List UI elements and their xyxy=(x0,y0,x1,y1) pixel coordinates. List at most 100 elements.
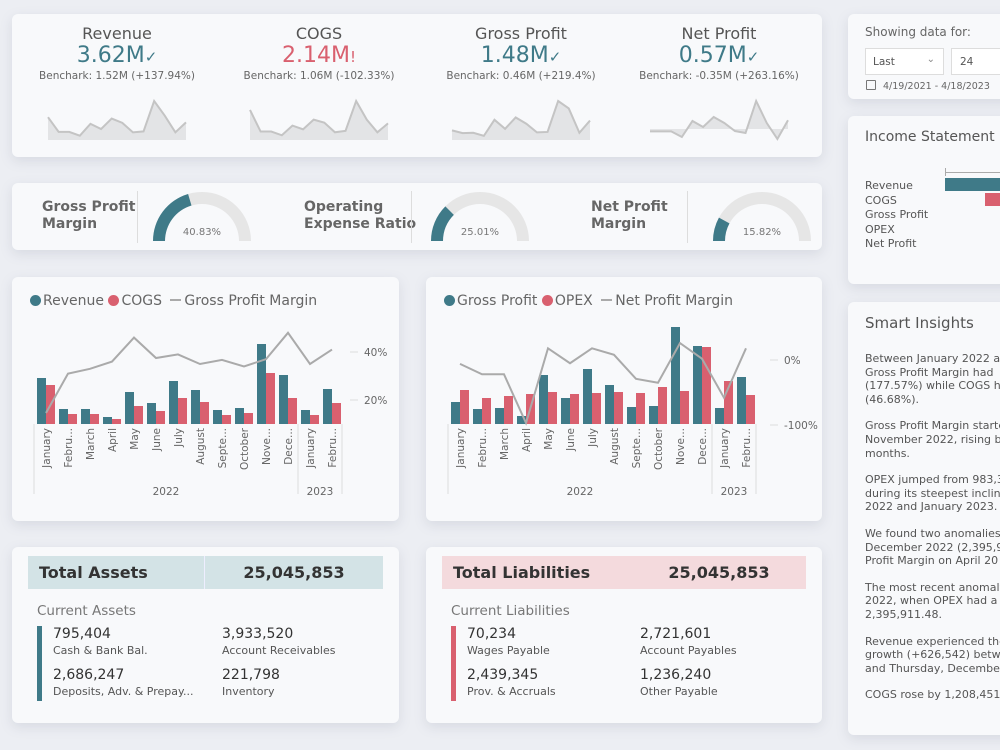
sparkline-line xyxy=(47,98,187,137)
bar-gross-profit[interactable] xyxy=(693,346,702,424)
income-row-label: Gross Profit xyxy=(865,208,929,221)
bar-cogs[interactable] xyxy=(288,398,297,424)
bar-revenue[interactable] xyxy=(301,410,310,424)
bar-gross-profit[interactable] xyxy=(539,375,548,424)
bar-revenue[interactable] xyxy=(37,378,46,424)
filter-label: Showing data for: xyxy=(865,25,971,39)
bar-revenue[interactable] xyxy=(169,381,178,424)
insight-line: Revenue experienced the xyxy=(865,634,1000,648)
asset-item: 221,798 Inventory xyxy=(222,667,280,698)
sparkline xyxy=(47,98,187,140)
x-tick-label: April xyxy=(107,428,119,452)
year-label: 2023 xyxy=(721,486,748,498)
bar-revenue[interactable] xyxy=(235,408,244,424)
bar-cogs[interactable] xyxy=(310,415,319,424)
liabilities-accent-bar xyxy=(451,626,456,701)
sparkline-line xyxy=(650,98,789,141)
gauge-label-gross-profit-margin: Gross Profit Margin xyxy=(42,199,136,232)
bar-gross-profit[interactable] xyxy=(649,406,658,424)
insight-line: COGS rose by 1,208,451 xyxy=(865,688,1000,702)
bar-cogs[interactable] xyxy=(244,413,253,424)
kpi-revenue: Revenue 3.62M✓ Benchark: 1.52M (+137.94%… xyxy=(17,24,217,140)
bar-cogs[interactable] xyxy=(222,415,231,424)
assets-subtitle: Current Assets xyxy=(37,603,136,619)
date-range: 4/19/2021 - 4/18/2023 xyxy=(883,81,990,92)
bar-cogs[interactable] xyxy=(200,402,209,424)
bar-revenue[interactable] xyxy=(103,417,112,424)
legend-opex: OPEX xyxy=(554,293,593,309)
gauge-track xyxy=(713,191,811,241)
x-tick-label: Nove... xyxy=(675,428,687,465)
bar-revenue[interactable] xyxy=(147,403,156,424)
x-tick-label: July xyxy=(173,428,185,448)
bar-opex[interactable] xyxy=(570,394,579,424)
legend-revenue: Revenue xyxy=(43,293,104,309)
assets-accent-bar xyxy=(37,626,42,701)
bar-revenue[interactable] xyxy=(213,410,222,424)
bar-opex[interactable] xyxy=(702,347,711,424)
bar-gross-profit[interactable] xyxy=(473,409,482,424)
bar-gross-profit[interactable] xyxy=(495,408,504,424)
chart-plot: 40% 20% January Febru... March April May June Ju… xyxy=(33,331,387,498)
bar-gross-profit[interactable] xyxy=(627,407,636,424)
bar-cogs[interactable] xyxy=(134,406,143,424)
bar-opex[interactable] xyxy=(504,396,513,424)
bar-cogs[interactable] xyxy=(112,419,121,424)
bar-gross-profit[interactable] xyxy=(561,398,570,424)
bar-cogs[interactable] xyxy=(332,403,341,424)
bar-opex[interactable] xyxy=(658,387,667,424)
bar-cogs[interactable] xyxy=(266,373,275,424)
insight-paragraph: Between January 2022 and Gross Profit Mar… xyxy=(865,352,1000,406)
bar-gross-profit[interactable] xyxy=(583,369,592,424)
insight-line: during its steepest inclin xyxy=(865,486,1000,500)
bar-revenue[interactable] xyxy=(191,390,200,424)
legend-line-icon xyxy=(170,299,182,301)
bar-cogs[interactable] xyxy=(90,414,99,424)
kpi-benchmark: Benchark: 1.06M (-102.33%) xyxy=(243,70,395,82)
bar-gross-profit[interactable] xyxy=(737,377,746,424)
bar-revenue[interactable] xyxy=(59,409,68,424)
bar-opex[interactable] xyxy=(460,390,469,424)
bar-gross-profit[interactable] xyxy=(605,385,614,424)
check-icon: ✓ xyxy=(548,48,562,66)
bar-opex[interactable] xyxy=(614,392,623,424)
period-count-input[interactable]: 24 xyxy=(951,48,1000,75)
bar-revenue[interactable] xyxy=(279,375,288,424)
bar-cogs[interactable] xyxy=(68,414,77,424)
bar-cogs[interactable] xyxy=(178,398,187,424)
bar-opex[interactable] xyxy=(724,381,733,424)
right-axis-tick: 40% xyxy=(364,347,387,359)
bar-revenue[interactable] xyxy=(125,392,134,424)
bar-gross-profit[interactable] xyxy=(715,408,724,424)
period-mode-dropdown[interactable]: Last ⌄ xyxy=(865,48,944,75)
insight-line: 2,395,911.48. xyxy=(865,607,942,621)
bar-revenue[interactable] xyxy=(323,389,332,424)
x-tick-label: Nove... xyxy=(261,428,273,465)
bar-gross-profit[interactable] xyxy=(451,402,460,424)
bar-revenue[interactable] xyxy=(257,344,266,424)
right-axis-tick: 0% xyxy=(784,355,801,367)
x-tick-label: Dece... xyxy=(697,428,709,465)
year-label: 2022 xyxy=(153,486,180,498)
right-axis-tick: -100% xyxy=(784,420,818,432)
legend-gross-profit: Gross Profit xyxy=(457,293,538,309)
x-tick-label: January xyxy=(719,428,731,469)
insight-line: November 2022, rising by xyxy=(865,432,1000,446)
bar-opex[interactable] xyxy=(746,395,755,424)
bar-cogs[interactable] xyxy=(156,411,165,424)
bar-opex[interactable] xyxy=(680,391,689,424)
bar-opex[interactable] xyxy=(548,392,557,424)
asset-item: 3,933,520 Account Receivables xyxy=(222,626,336,657)
bar-opex[interactable] xyxy=(482,398,491,424)
liability-item: 2,721,601 Account Payables xyxy=(640,626,737,657)
chart-legend: Gross Profit OPEX Net Profit Margin xyxy=(444,293,733,309)
bar-opex[interactable] xyxy=(592,393,601,424)
gauge-value: 40.83% xyxy=(183,227,221,238)
axis-line xyxy=(945,172,1000,173)
x-tick-label: April xyxy=(521,428,533,452)
bar-gross-profit[interactable] xyxy=(671,327,680,424)
insight-paragraph: We found two anomalies December 2022 (2,3… xyxy=(865,527,1000,568)
bar-opex[interactable] xyxy=(636,393,645,424)
bar-revenue[interactable] xyxy=(81,409,90,424)
bar-gross-profit[interactable] xyxy=(517,416,526,424)
